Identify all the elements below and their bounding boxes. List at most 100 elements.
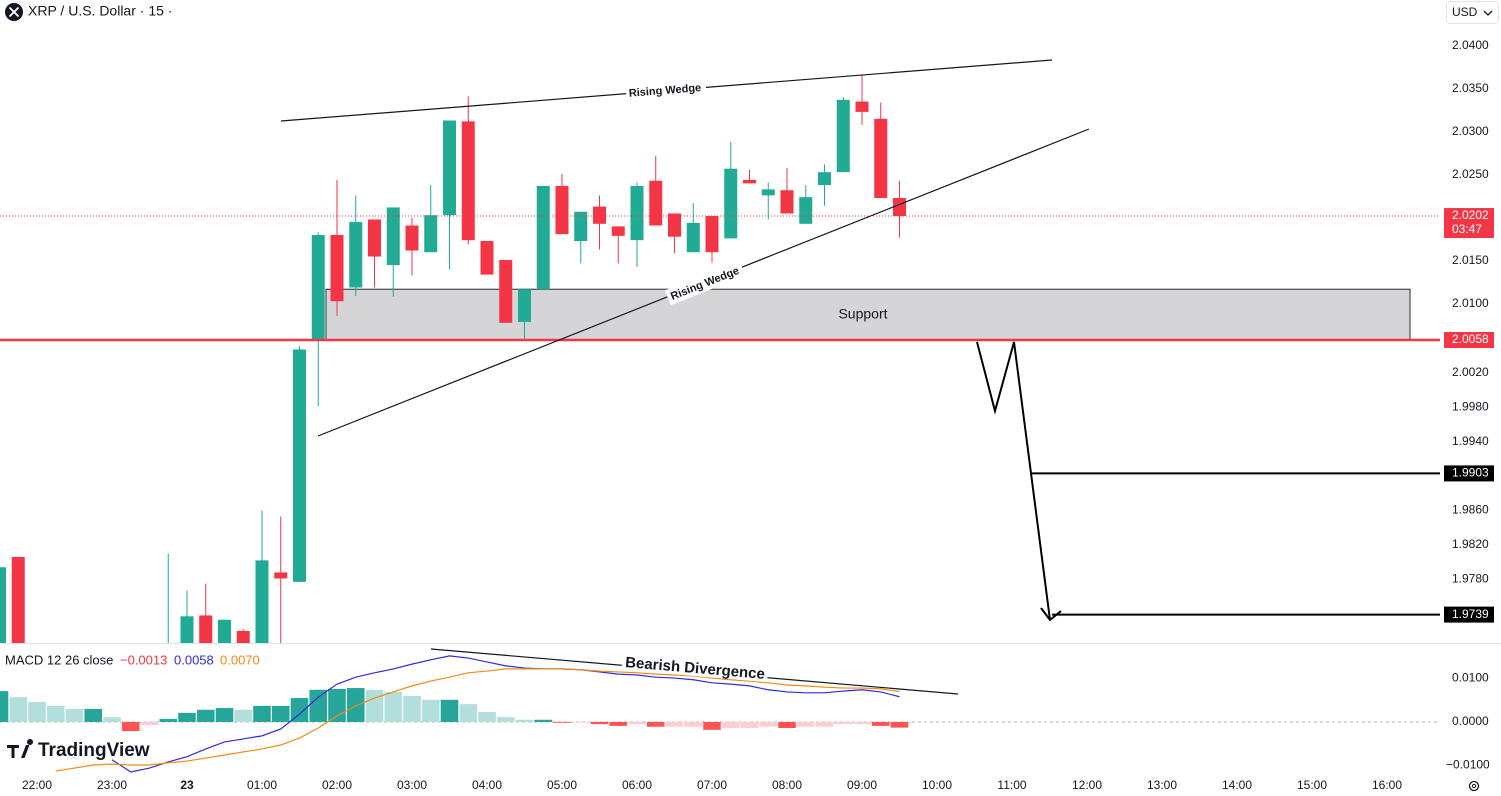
x-tick-label: 22:00 xyxy=(22,778,52,792)
candle-body xyxy=(499,259,513,323)
candle-body xyxy=(518,289,531,322)
y-tick-label: 1.9940 xyxy=(1452,434,1489,448)
projection-arrow xyxy=(976,341,1051,621)
macd-histogram-bar xyxy=(628,721,646,725)
x-tick-label: 11:00 xyxy=(997,778,1026,792)
x-tick-label: 16:00 xyxy=(1372,778,1402,792)
candle-body xyxy=(836,99,850,173)
price-pane: Support xyxy=(0,74,1440,643)
y-tick-label: 2.0350 xyxy=(1452,81,1489,95)
y-tick-label: 1.9980 xyxy=(1452,399,1489,413)
macd-histogram-bar xyxy=(703,721,721,730)
currency-label[interactable]: USD xyxy=(1452,5,1478,19)
price-label-box xyxy=(1444,606,1494,623)
y-tick-label: 1.9860 xyxy=(1452,503,1489,517)
y-tick-label: 2.0400 xyxy=(1452,38,1489,52)
macd-histogram-bar xyxy=(759,721,778,727)
currency-select[interactable] xyxy=(1446,1,1499,24)
macd-histogram-bar xyxy=(196,709,215,722)
dropdown-caret xyxy=(1483,10,1493,16)
y-tick-label: 2.0150 xyxy=(1452,253,1489,267)
candle-body xyxy=(611,226,625,236)
macd-pane xyxy=(0,655,1440,773)
candle-body xyxy=(555,185,569,235)
macd-histogram-bar xyxy=(834,721,853,725)
candle-body xyxy=(311,234,325,341)
candle-body xyxy=(893,197,906,217)
macd-histogram-bar xyxy=(159,718,178,722)
macd-histogram-bar xyxy=(346,688,365,722)
candle-body xyxy=(236,630,250,643)
x-tick-label: 06:00 xyxy=(622,778,652,792)
candle-body xyxy=(536,185,550,290)
macd-histogram-bar xyxy=(890,721,909,728)
macd-histogram-bar xyxy=(740,721,759,729)
candle-body xyxy=(668,213,681,237)
legend-value: 0.0070 xyxy=(220,652,260,667)
macd-histogram-bar xyxy=(496,717,515,722)
zone-label: Support xyxy=(838,305,887,321)
candle-body xyxy=(293,349,306,582)
legend-value: −0.0013 xyxy=(120,652,167,667)
header: XRP / U.S. Dollar · 15 · USD xyxy=(5,1,1499,24)
macd-histogram-bar xyxy=(103,717,121,722)
candle-body xyxy=(255,560,269,643)
macd-histogram-bar xyxy=(478,711,496,722)
macd-histogram-bar xyxy=(871,721,890,726)
candle-body xyxy=(368,219,381,257)
macd-histogram-bar xyxy=(65,708,84,722)
wedge-label: Rising Wedge xyxy=(628,82,701,100)
candle-body xyxy=(480,241,494,275)
axes: 2.0400 2.0350 2.0300 2.0250 2.0150 2.0100 2.00… xyxy=(22,38,1494,792)
candle-body xyxy=(443,120,456,216)
macd-histogram-bar xyxy=(290,698,309,722)
legend-value: 0.0058 xyxy=(174,652,214,667)
macd-histogram-bar xyxy=(609,721,628,726)
y-tick-label: 1.9780 xyxy=(1452,571,1489,585)
x-tick-label: 15:00 xyxy=(1297,778,1327,792)
macd-histogram-bar xyxy=(459,704,478,722)
x-tick-label: 12:00 xyxy=(1072,778,1102,792)
candle-body xyxy=(855,101,869,112)
symbol-icon-glyph xyxy=(8,6,20,18)
candle-body xyxy=(274,572,288,579)
candle-body xyxy=(818,172,831,186)
candle-body xyxy=(424,215,438,253)
price-label: 2.0058 xyxy=(1452,332,1489,346)
x-tick-label: 23 xyxy=(180,778,194,792)
macd-histogram-bar xyxy=(440,699,459,722)
macd-histogram-bar xyxy=(590,721,609,725)
label-bg xyxy=(625,78,707,102)
candle-body xyxy=(630,185,644,241)
x-tick-label: 05:00 xyxy=(547,778,577,792)
y-tick-label: 0.0000 xyxy=(1452,714,1489,728)
candle-body xyxy=(780,190,794,214)
logo: TradingView xyxy=(7,738,150,761)
macd-histogram-bar xyxy=(215,708,234,722)
y-tick-label: 0.0100 xyxy=(1452,671,1489,685)
x-tick-label: 09:00 xyxy=(847,778,877,792)
macd-histogram-bar xyxy=(178,712,196,722)
macd-histogram-bar xyxy=(796,721,815,727)
candle-body xyxy=(761,189,775,196)
gear-icon[interactable] xyxy=(1468,780,1480,792)
indicator-title[interactable]: MACD 12 26 close xyxy=(5,652,113,667)
macd-histogram-bar xyxy=(515,719,534,722)
candle-body xyxy=(649,180,663,226)
macd-histogram-bar xyxy=(553,721,571,723)
candle-body xyxy=(11,556,25,643)
candle-body xyxy=(461,121,475,241)
macd-histogram-bar xyxy=(815,721,834,727)
logo-mark xyxy=(7,738,34,758)
macd-histogram-bar xyxy=(684,721,703,727)
settings-button[interactable] xyxy=(1468,780,1480,792)
macd-histogram-bar xyxy=(0,691,9,722)
macd-histogram-bar xyxy=(778,721,796,729)
symbol-title[interactable]: XRP / U.S. Dollar · 15 · xyxy=(28,3,172,19)
last-price-box xyxy=(1444,208,1494,239)
macd-histogram-bar xyxy=(121,721,140,732)
candle-body xyxy=(724,168,738,239)
candle-body xyxy=(686,222,700,253)
price-label-box xyxy=(1444,332,1494,349)
price-label: 1.9739 xyxy=(1452,607,1489,621)
